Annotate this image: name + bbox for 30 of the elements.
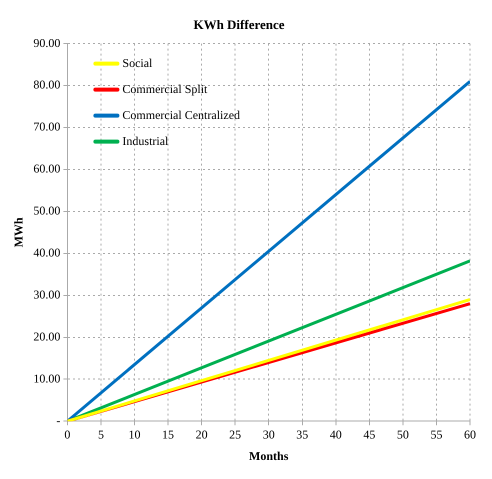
y-tick-label: 20.00 — [33, 329, 60, 344]
x-tick-label: 55 — [430, 428, 442, 442]
x-tick-label: 40 — [330, 428, 342, 442]
x-tick-label: 15 — [162, 428, 174, 442]
y-axis-title: MWh — [11, 217, 26, 248]
y-tick-label: 70.00 — [33, 120, 60, 134]
legend-label: Commercial Centralized — [122, 108, 240, 122]
legend-label: Industrial — [122, 134, 170, 148]
x-tick-label: 50 — [396, 428, 409, 442]
x-tick-label: 10 — [128, 428, 140, 442]
x-tick-label: 30 — [262, 428, 275, 442]
y-tick-label: 10.00 — [33, 371, 60, 386]
y-tick-label: 80.00 — [33, 78, 60, 92]
y-tick-label: 30.00 — [33, 287, 60, 302]
x-tick-label: 45 — [363, 428, 376, 442]
x-tick-label: 25 — [229, 428, 242, 442]
y-tick-label: 60.00 — [33, 162, 60, 176]
x-tick-label: 60 — [464, 428, 476, 442]
y-tick-label: - — [56, 413, 60, 428]
x-tick-label: 0 — [64, 428, 70, 442]
x-axis-title: Months — [249, 448, 289, 463]
chart-title: KWh Difference — [193, 17, 285, 32]
legend-label: Social — [122, 56, 154, 70]
x-tick-label: 20 — [196, 428, 208, 442]
y-tick-label: 90.00 — [33, 36, 60, 50]
legend-label: Commercial Split — [122, 82, 208, 96]
y-tick-label: 40.00 — [33, 246, 60, 260]
y-tick-label: 50.00 — [33, 204, 60, 218]
x-tick-label: 5 — [98, 428, 104, 442]
x-tick-label: 35 — [296, 428, 308, 442]
